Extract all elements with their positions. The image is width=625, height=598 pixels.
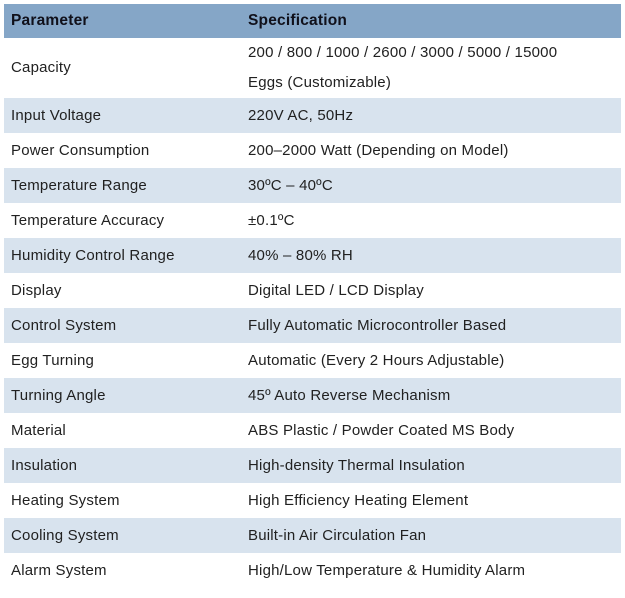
specification-cell: Digital LED / LCD Display (248, 281, 424, 299)
table-row: Capacity 200 / 800 / 1000 / 2600 / 3000 … (4, 38, 621, 98)
specification-cell: Automatic (Every 2 Hours Adjustable) (248, 351, 505, 369)
specification-cell: 200–2000 Watt (Depending on Model) (248, 141, 509, 159)
parameter-cell: Turning Angle (11, 386, 106, 404)
table-row: Humidity Control Range 40% – 80% RH (4, 238, 621, 273)
table-row: Input Voltage 220V AC, 50Hz (4, 98, 621, 133)
table-header-row: Parameter Specification (4, 4, 621, 38)
specification-cell: ABS Plastic / Powder Coated MS Body (248, 421, 515, 439)
header-parameter: Parameter (11, 12, 89, 29)
parameter-cell: Humidity Control Range (11, 246, 175, 264)
table-row: Turning Angle 45º Auto Reverse Mechanism (4, 378, 621, 413)
specification-cell: 40% – 80% RH (248, 246, 353, 264)
parameter-cell: Material (11, 421, 66, 439)
table-row: Egg Turning Automatic (Every 2 Hours Adj… (4, 343, 621, 378)
parameter-cell: Egg Turning (11, 351, 95, 369)
parameter-cell: Insulation (11, 456, 78, 474)
spec-table: Parameter Specification Capacity 200 / 8… (4, 4, 621, 588)
specification-cell: ±0.1ºC (248, 211, 295, 229)
parameter-cell: Display (11, 281, 62, 299)
table-row: Heating System High Efficiency Heating E… (4, 483, 621, 518)
table-row: Temperature Accuracy ±0.1ºC (4, 203, 621, 238)
specification-cell: 200 / 800 / 1000 / 2600 / 3000 / 5000 / … (248, 44, 558, 91)
parameter-cell: Power Consumption (11, 141, 150, 159)
parameter-cell: Heating System (11, 491, 120, 509)
parameter-cell: Input Voltage (11, 106, 102, 124)
table-row: Display Digital LED / LCD Display (4, 273, 621, 308)
parameter-cell: Alarm System (11, 561, 107, 579)
specification-cell: 220V AC, 50Hz (248, 106, 354, 124)
table-body: Capacity 200 / 800 / 1000 / 2600 / 3000 … (4, 38, 621, 588)
table-row: Material ABS Plastic / Powder Coated MS … (4, 413, 621, 448)
table-row: Temperature Range 30ºC – 40ºC (4, 168, 621, 203)
parameter-cell: Temperature Accuracy (11, 211, 165, 229)
table-row: Insulation High-density Thermal Insulati… (4, 448, 621, 483)
specification-cell: High/Low Temperature & Humidity Alarm (248, 561, 526, 579)
specification-cell: 45º Auto Reverse Mechanism (248, 386, 451, 404)
specification-cell: Fully Automatic Microcontroller Based (248, 316, 507, 334)
parameter-cell: Control System (11, 316, 117, 334)
specification-cell: 30ºC – 40ºC (248, 176, 333, 194)
specification-cell: High-density Thermal Insulation (248, 456, 465, 474)
parameter-cell: Capacity (11, 59, 71, 76)
table-row: Power Consumption 200–2000 Watt (Dependi… (4, 133, 621, 168)
specification-cell: Built-in Air Circulation Fan (248, 526, 427, 544)
specification-cell: High Efficiency Heating Element (248, 491, 469, 509)
table-row: Alarm System High/Low Temperature & Humi… (4, 553, 621, 588)
parameter-cell: Cooling System (11, 526, 119, 544)
header-specification: Specification (248, 12, 348, 29)
table-row: Cooling System Built-in Air Circulation … (4, 518, 621, 553)
parameter-cell: Temperature Range (11, 176, 147, 194)
table-row: Control System Fully Automatic Microcont… (4, 308, 621, 343)
